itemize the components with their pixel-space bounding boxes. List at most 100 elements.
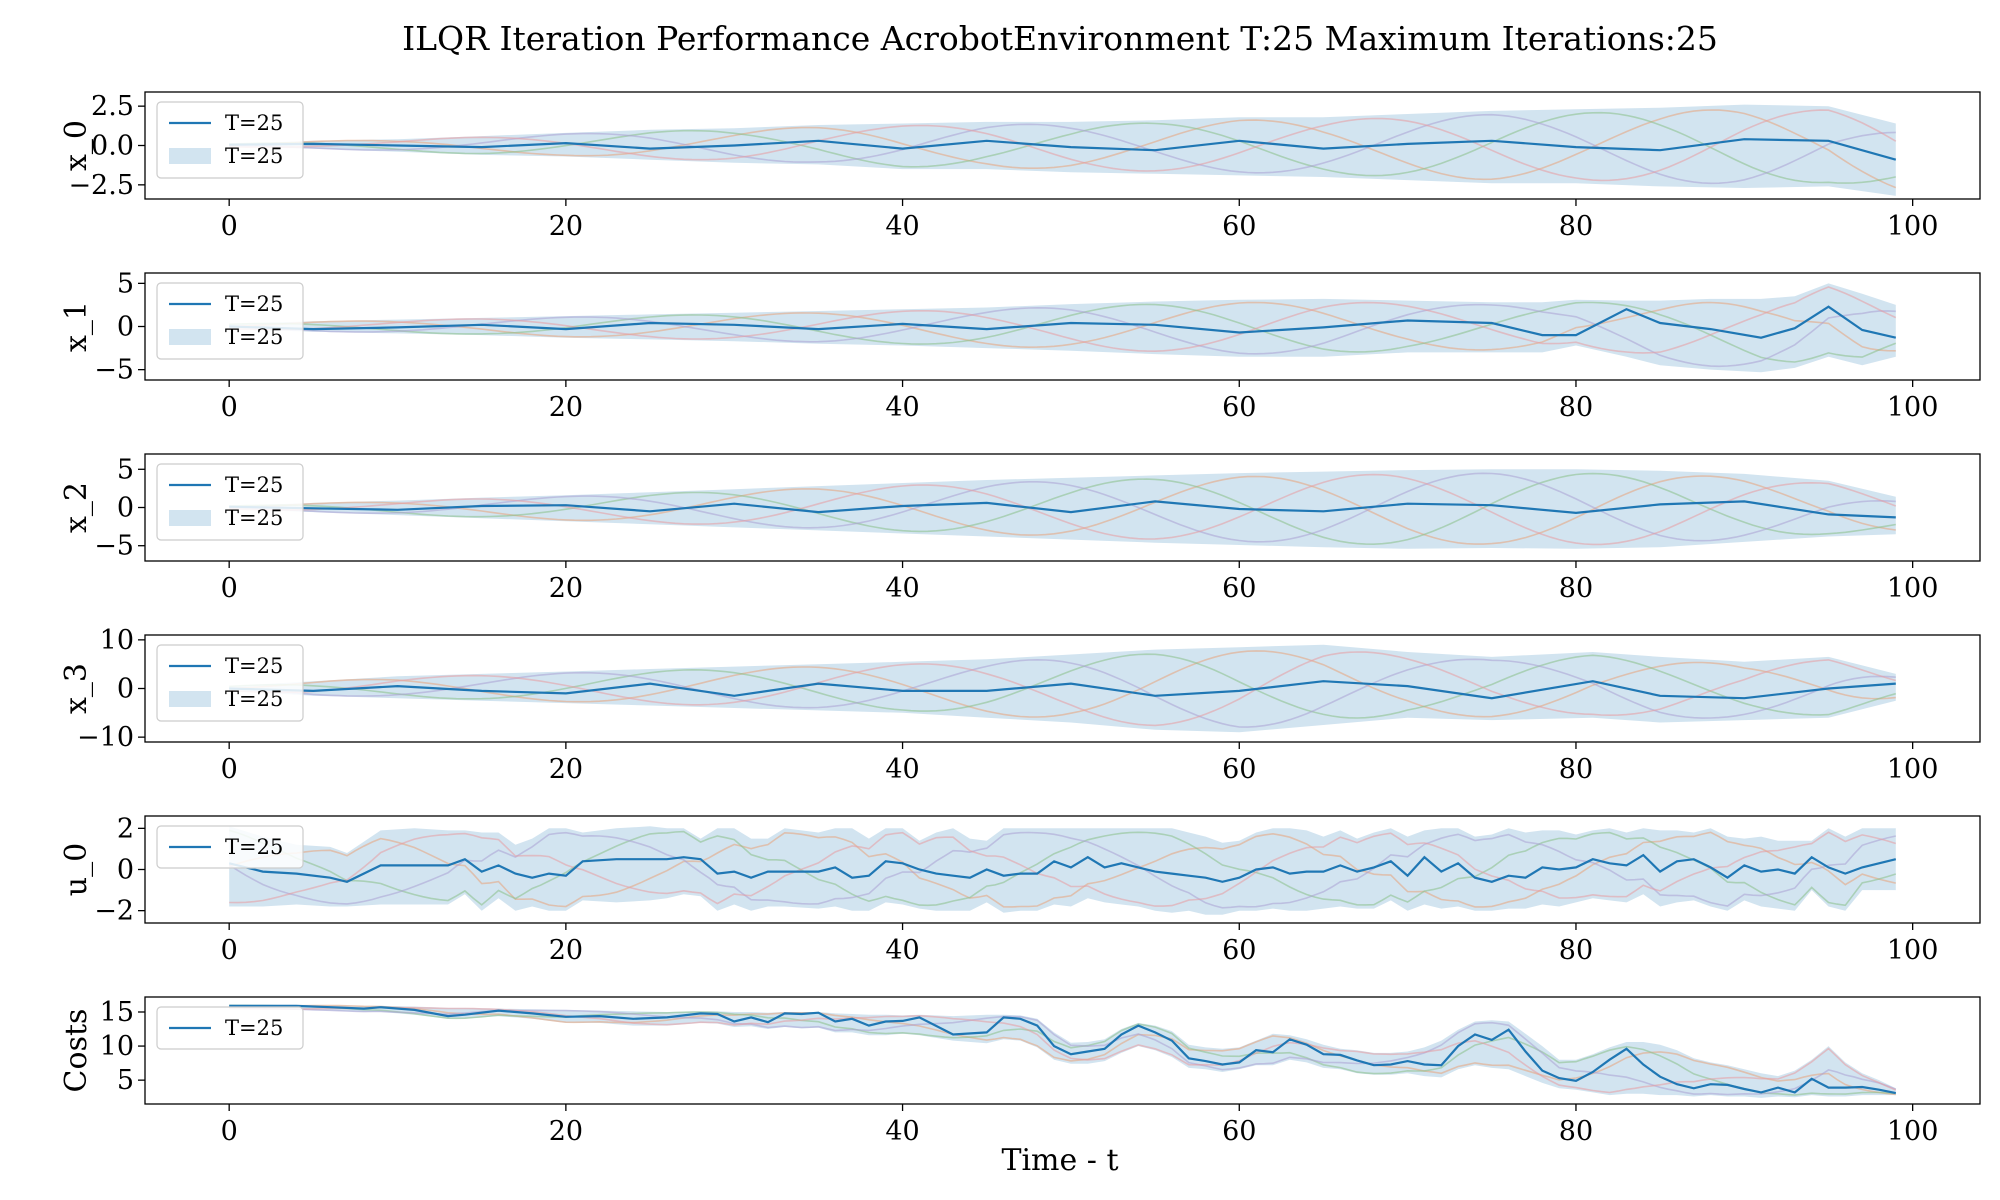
legend: T=25 T=25 [156,282,304,360]
x-tick-label: 60 [1222,935,1256,966]
x-tick-label: 80 [1559,392,1593,423]
x-tick-label: 0 [221,211,238,242]
legend-box [156,101,304,179]
legend-box [156,282,304,360]
x-tick-label: 40 [885,935,919,966]
iteration-trace [229,658,1896,728]
x-tick-label: 80 [1559,935,1593,966]
x-tick-label: 0 [221,392,238,423]
legend-band-swatch [169,329,211,345]
y-axis-label: x_3 [59,663,94,714]
y-tick-label: 5 [117,454,134,485]
plot-area [229,1004,1897,1098]
subplot-x_0: 0 20 40 60 80 100 −2.5 0.0 2.5x_0 T=25 T=25 [59,91,1981,242]
legend-box [156,463,304,541]
iteration-trace [228,831,1896,908]
y-tick-label: 2.5 [91,91,134,122]
y-axis-label: x_2 [59,482,94,533]
series-line [229,1004,1897,1095]
x-axis-label: Time - t [1001,1143,1118,1178]
legend-band-label: T=25 [225,506,283,530]
plot-area [229,469,1897,549]
iteration-trace [229,473,1897,546]
legend-line-label: T=25 [225,835,283,859]
y-tick-label: 10 [100,1031,134,1062]
legend-line-label: T=25 [225,111,283,135]
iteration-trace [229,286,1897,354]
iteration-trace [229,831,1897,907]
x-tick-label: 60 [1222,1116,1256,1147]
series-line [229,680,1896,700]
x-tick-label: 80 [1559,754,1593,785]
subplot-u_0: 0 20 40 60 80 100 −2 0 2 u_0 T=25 [59,813,1981,966]
x-tick-label: 60 [1222,754,1256,785]
x-tick-label: 60 [1222,573,1256,604]
confidence-band [229,826,1896,915]
legend-band-swatch [169,148,211,164]
subplot-x_1: 0 20 40 60 80 100 −5 0 5 x_1 T=25 T=25 [59,268,1981,423]
y-axis-label: u_0 [59,843,94,896]
iteration-trace [229,109,1897,182]
iteration-trace [229,301,1897,363]
iteration-trace [229,472,1896,546]
plot-area [228,826,1897,915]
iteration-trace [229,1006,1897,1094]
y-axis-label: Costs [59,1009,94,1093]
legend: T=25 T=25 [156,644,304,722]
iteration-trace [228,831,1896,909]
x-tick-label: 80 [1559,573,1593,604]
legend-line-label: T=25 [225,292,283,316]
confidence-band [229,1005,1896,1098]
iteration-trace [229,472,1896,543]
x-tick-label: 40 [885,573,919,604]
iteration-trace [229,113,1896,185]
legend-band-swatch [169,510,211,526]
legend-band-label: T=25 [225,687,283,711]
confidence-band [229,644,1896,733]
legend-line-label: T=25 [225,1016,283,1040]
y-tick-label: 2 [117,813,134,844]
x-tick-label: 100 [1887,935,1939,966]
legend-box [156,644,304,722]
y-tick-label: −5 [94,355,134,386]
x-tick-label: 20 [549,392,583,423]
confidence-band [229,469,1896,549]
iteration-trace [229,1004,1896,1096]
figure-title: ILQR Iteration Performance AcrobotEnviro… [402,19,1718,58]
y-axis-label: x_0 [59,120,94,171]
y-tick-label: 5 [117,268,134,299]
iteration-trace [229,651,1897,727]
series-line [229,500,1896,519]
legend-band-label: T=25 [225,144,283,168]
series-line [229,305,1897,339]
series-line [229,138,1897,161]
iteration-trace [229,301,1896,352]
iteration-trace [229,475,1896,545]
y-tick-label: 0 [117,312,134,343]
y-tick-label: −2.5 [68,170,134,201]
series-line [228,853,1897,883]
y-tick-label: 15 [100,997,134,1028]
x-tick-label: 40 [885,392,919,423]
confidence-band [229,104,1896,196]
subplot-x_2: 0 20 40 60 80 100 −5 0 5 x_2 T=25 T=25 [59,453,1981,604]
y-tick-label: 0 [117,674,134,705]
legend: T=25 T=25 [156,101,304,179]
x-tick-label: 0 [221,573,238,604]
x-tick-label: 20 [549,754,583,785]
x-tick-label: 100 [1887,211,1939,242]
y-tick-label: −10 [77,722,134,753]
legend-box [156,825,304,869]
legend: T=25 [156,1006,304,1050]
legend-line-label: T=25 [225,654,283,678]
x-tick-label: 100 [1887,754,1939,785]
y-tick-label: 10 [100,625,134,656]
legend-band-swatch [169,691,211,707]
x-tick-label: 100 [1887,1116,1939,1147]
x-tick-label: 40 [885,1116,919,1147]
y-tick-label: 0.0 [91,131,134,162]
y-tick-label: 5 [117,1065,134,1096]
x-tick-label: 80 [1559,1116,1593,1147]
